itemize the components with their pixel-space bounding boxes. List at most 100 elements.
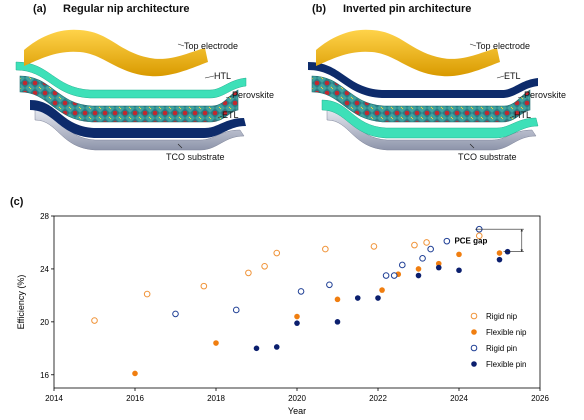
rigid-nip-point xyxy=(245,269,252,277)
rigid-pin-point xyxy=(399,261,406,269)
htl-layer xyxy=(321,99,539,139)
leader-tco xyxy=(469,143,475,149)
layer-label-htl: HTL xyxy=(214,71,231,81)
legend-label-flexible-nip: Flexible nip xyxy=(486,328,527,337)
panel-b-tag: (b) xyxy=(312,3,327,15)
rigid-pin-point xyxy=(326,281,333,289)
flexible-nip-point xyxy=(435,260,442,267)
leader-htl xyxy=(204,75,215,79)
flexible-pin-point xyxy=(496,256,503,263)
rigid-pin-point xyxy=(382,272,390,279)
layer-label-top-electrode: Top electrode xyxy=(184,41,238,51)
panel-a-stack-diagram: Top electrode HTL Perovskite ETL TCO sub… xyxy=(15,29,274,162)
perovskite-layer xyxy=(311,75,531,123)
rigid-nip-point xyxy=(143,290,151,298)
rigid-nip-point xyxy=(261,262,268,270)
legend-marker-rigid-pin xyxy=(470,344,478,352)
data-points xyxy=(91,225,511,377)
etl-layer xyxy=(30,100,246,138)
rigid-nip-point xyxy=(273,249,281,257)
legend-label-rigid-pin: Rigid pin xyxy=(486,344,517,353)
panel-c-tag: (c) xyxy=(10,196,24,208)
y-tick-label: 24 xyxy=(40,265,49,274)
leader-tco xyxy=(177,143,183,149)
rigid-pin-point xyxy=(232,306,240,314)
leader-etl xyxy=(496,75,505,79)
htl-layer xyxy=(15,61,247,99)
layer-label-perovskite: Perovskite xyxy=(524,90,566,100)
pce-gap-label: PCE gap xyxy=(454,236,487,245)
rigid-pin-point xyxy=(443,237,451,245)
flexible-pin-point xyxy=(354,295,361,301)
flexible-nip-point xyxy=(496,250,503,256)
layer-label-tco: TCO substrate xyxy=(166,152,225,162)
x-axis-label: Year xyxy=(288,406,306,416)
rigid-nip-point xyxy=(200,282,208,290)
y-ticks: 16 20 24 28 xyxy=(40,212,54,380)
chart-legend: Rigid nip Flexible nip Rigid pin Flexible p… xyxy=(470,312,527,369)
flexible-nip-point xyxy=(334,296,341,303)
y-axis-label: Efficiency (%) xyxy=(16,275,26,330)
layer-label-etl: ETL xyxy=(222,110,239,120)
leader-htl xyxy=(509,115,515,119)
layer-label-htl: HTL xyxy=(514,110,531,120)
flexible-pin-point xyxy=(273,344,280,350)
layer-label-tco: TCO substrate xyxy=(458,152,517,162)
y-tick-label: 28 xyxy=(40,212,49,221)
leader-top-electrode xyxy=(469,43,477,47)
leader-perovskite xyxy=(225,95,233,99)
x-tick-label: 2014 xyxy=(45,394,63,403)
rigid-nip-point xyxy=(475,232,483,240)
legend-marker-flexible-nip xyxy=(471,329,477,335)
flexible-nip-point xyxy=(415,266,422,272)
rigid-pin-point xyxy=(419,255,426,262)
y-tick-label: 20 xyxy=(40,318,49,327)
rigid-pin-point xyxy=(297,288,305,295)
flexible-pin-point xyxy=(334,319,341,325)
panel-b-title: Inverted pin architecture xyxy=(343,3,472,15)
flexible-nip-point xyxy=(379,287,385,293)
layer-label-perovskite: Perovskite xyxy=(232,90,274,100)
flexible-pin-point xyxy=(375,295,381,301)
x-tick-label: 2024 xyxy=(450,394,468,403)
x-tick-label: 2026 xyxy=(531,394,549,403)
etl-layer xyxy=(308,62,538,98)
leader-etl xyxy=(217,115,223,119)
panel-b-stack-diagram: Top electrode ETL Perovskite HTL TCO sub… xyxy=(308,29,566,162)
rigid-nip-point xyxy=(411,241,418,249)
rigid-nip-point xyxy=(91,317,98,324)
top-electrode-layer xyxy=(316,29,500,77)
flexible-nip-point xyxy=(456,251,462,258)
panel-a-tag: (a) xyxy=(33,3,47,15)
rigid-pin-point xyxy=(390,272,398,279)
flexible-nip-point xyxy=(213,340,219,346)
layer-label-top-electrode: Top electrode xyxy=(476,41,530,51)
pce-gap-annotation: PCE gap xyxy=(454,228,524,253)
leader-top-electrode xyxy=(177,43,185,47)
top-electrode-layer xyxy=(24,29,208,77)
rigid-nip-point xyxy=(370,243,378,250)
legend-marker-flexible-pin xyxy=(471,361,477,367)
x-tick-label: 2018 xyxy=(207,394,225,403)
flexible-nip-point xyxy=(294,313,300,320)
leader-perovskite xyxy=(517,95,525,99)
legend-label-rigid-nip: Rigid nip xyxy=(486,312,518,321)
y-tick-label: 16 xyxy=(40,371,49,380)
flexible-pin-point xyxy=(415,272,422,279)
x-tick-label: 2022 xyxy=(369,394,387,403)
flexible-pin-point xyxy=(294,320,300,326)
flexible-pin-point xyxy=(435,264,442,271)
legend-marker-rigid-nip xyxy=(470,312,478,320)
flexible-nip-point xyxy=(132,370,138,377)
panel-a-title: Regular nip architecture xyxy=(63,3,190,15)
rigid-nip-point xyxy=(423,239,430,246)
rigid-pin-point xyxy=(427,245,434,253)
flexible-pin-point xyxy=(456,267,462,274)
x-tick-label: 2016 xyxy=(126,394,144,403)
x-tick-label: 2020 xyxy=(288,394,306,403)
perovskite-layer xyxy=(19,75,239,123)
flexible-pin-point xyxy=(253,345,260,352)
layer-label-etl: ETL xyxy=(504,71,521,81)
legend-label-flexible-pin: Flexible pin xyxy=(486,360,526,369)
